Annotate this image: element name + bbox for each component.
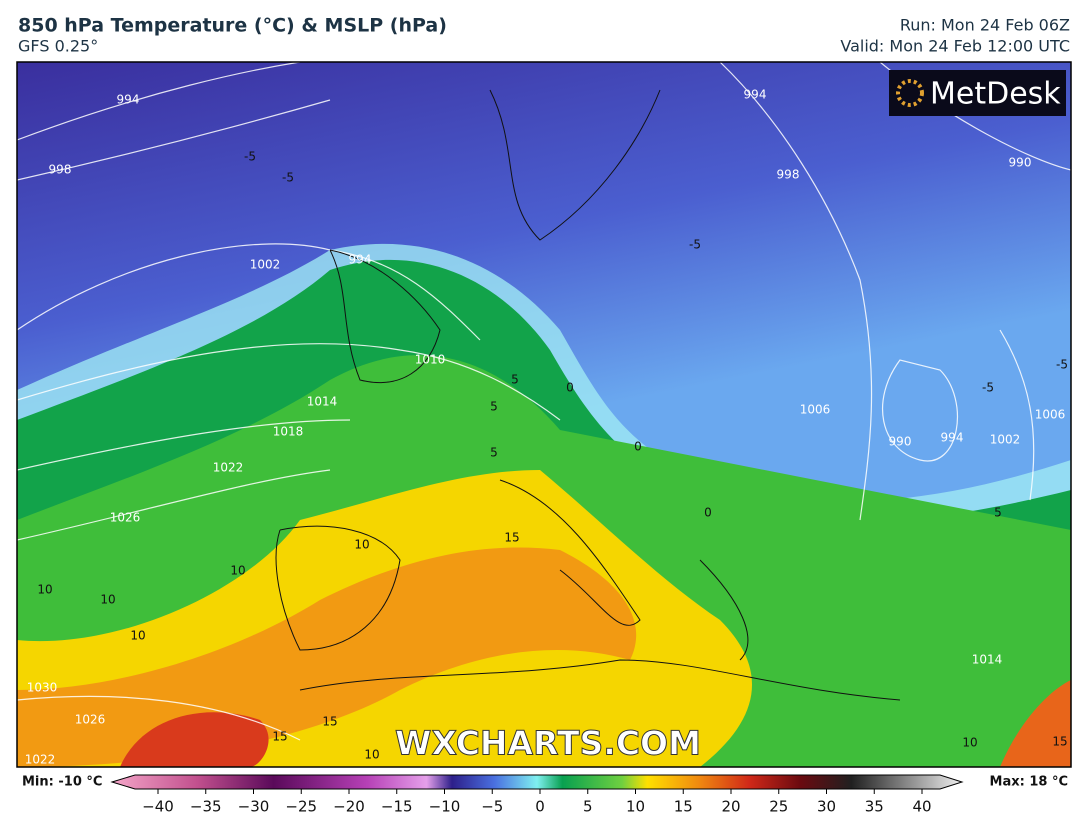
tick-label: −25 bbox=[285, 798, 317, 816]
max-label: Max: 18 °C bbox=[990, 775, 1068, 790]
isobar-label: 990 bbox=[889, 435, 912, 449]
isobar-label: 1010 bbox=[415, 353, 446, 367]
subtitle: GFS 0.25° bbox=[18, 37, 98, 56]
hot-air bbox=[1000, 680, 1071, 767]
colorbar-ticks: −40 −35 −30 −25 −20 −15 −10 −5 0 5 10 15 20 25 30 35 40 bbox=[142, 789, 932, 816]
tick-label: 25 bbox=[769, 798, 788, 816]
isotherm-label: 10 bbox=[962, 736, 977, 750]
isotherm-label: 15 bbox=[1052, 735, 1067, 749]
valid-time: Valid: Mon 24 Feb 12:00 UTC bbox=[840, 37, 1070, 56]
tick-label: −5 bbox=[481, 798, 503, 816]
min-label: Min: -10 °C bbox=[22, 775, 102, 790]
isotherm-label: 10 bbox=[230, 564, 245, 578]
isobar-label: 998 bbox=[49, 163, 72, 177]
isotherm-label: 10 bbox=[354, 538, 369, 552]
logo: MetDesk bbox=[930, 77, 1061, 112]
tick-label: 35 bbox=[865, 798, 884, 816]
isobar-label: 990 bbox=[1009, 156, 1032, 170]
isotherm-label: 10 bbox=[130, 629, 145, 643]
isotherm-label: -5 bbox=[244, 150, 256, 164]
tick-label: 40 bbox=[912, 798, 931, 816]
tick-label: −10 bbox=[429, 798, 461, 816]
tick-label: 5 bbox=[583, 798, 593, 816]
isotherm-label: 10 bbox=[37, 583, 52, 597]
isotherm-label: -5 bbox=[1056, 358, 1068, 372]
isotherm-label: 15 bbox=[504, 531, 519, 545]
warmer-air bbox=[17, 547, 637, 767]
tick-label: −35 bbox=[190, 798, 222, 816]
isobar-label: 1006 bbox=[1035, 408, 1066, 422]
map-frame bbox=[16, 61, 1072, 768]
isobar-label: 1018 bbox=[273, 425, 304, 439]
run-time: Run: Mon 24 Feb 06Z bbox=[900, 16, 1070, 35]
isobar-label: 1026 bbox=[110, 511, 141, 525]
isotherm-label: 5 bbox=[490, 446, 498, 460]
tick-label: 20 bbox=[721, 798, 740, 816]
isobar-label: 1022 bbox=[25, 753, 56, 767]
isobar-label: 994 bbox=[349, 253, 372, 267]
isotherm-label: -5 bbox=[982, 381, 994, 395]
isobar-label: 1006 bbox=[800, 403, 831, 417]
isobars bbox=[17, 62, 1071, 741]
isobar-label: 994 bbox=[744, 88, 767, 102]
logo-icon bbox=[896, 79, 924, 107]
tick-label: −40 bbox=[142, 798, 174, 816]
isotherm-label: -5 bbox=[689, 238, 701, 252]
tick-label: 10 bbox=[626, 798, 645, 816]
isobar-label: 1002 bbox=[990, 433, 1021, 447]
colorbar bbox=[110, 774, 964, 790]
isobar-label: 1014 bbox=[307, 395, 338, 409]
isobar-label: 1026 bbox=[75, 713, 106, 727]
tick-label: −15 bbox=[381, 798, 413, 816]
hot-air bbox=[120, 712, 269, 767]
isobar-label: 994 bbox=[941, 431, 964, 445]
isotherm-label: 15 bbox=[272, 730, 287, 744]
isotherm-label: 0 bbox=[566, 381, 574, 395]
isotherm-label: 0 bbox=[634, 440, 642, 454]
tick-label: 15 bbox=[674, 798, 693, 816]
tick-label: 30 bbox=[817, 798, 836, 816]
title: 850 hPa Temperature (°C) & MSLP (hPa) bbox=[18, 15, 447, 37]
isotherm-label: 10 bbox=[100, 593, 115, 607]
isotherm-label: 5 bbox=[994, 506, 1002, 520]
tick-label: 0 bbox=[535, 798, 545, 816]
logo-box bbox=[889, 70, 1066, 116]
tick-label: −30 bbox=[238, 798, 270, 816]
isobar-label: 1014 bbox=[972, 653, 1003, 667]
isotherm-label: 0 bbox=[704, 506, 712, 520]
isotherm-label: -5 bbox=[282, 171, 294, 185]
isobar-label: 998 bbox=[777, 168, 800, 182]
isobar-label: 994 bbox=[117, 93, 140, 107]
coastlines bbox=[275, 89, 901, 701]
isotherm-label: 10 bbox=[364, 748, 379, 762]
isobar-label: 1002 bbox=[250, 258, 281, 272]
isotherm-label: 15 bbox=[322, 715, 337, 729]
isobar-label: 1022 bbox=[213, 461, 244, 475]
isobar-label: 1030 bbox=[27, 681, 58, 695]
isotherm-label: 5 bbox=[511, 373, 519, 387]
watermark: WXCHARTS.COM bbox=[395, 724, 701, 763]
isotherm-label: 5 bbox=[490, 400, 498, 414]
tick-label: −20 bbox=[333, 798, 365, 816]
